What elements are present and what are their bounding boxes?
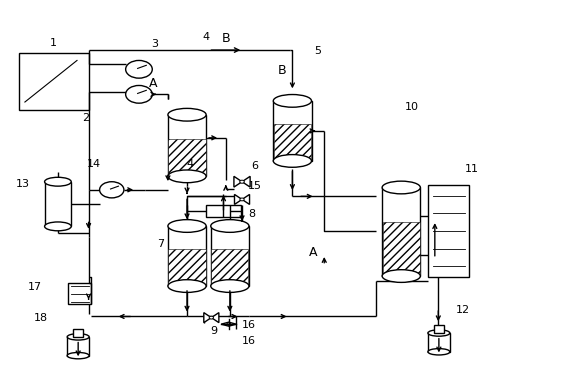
Bar [68,283,91,304]
Ellipse shape [67,334,89,340]
Text: 9: 9 [211,326,218,336]
Text: 11: 11 [465,164,479,174]
Text: 7: 7 [157,239,164,249]
Text: 16: 16 [242,336,256,346]
Text: A: A [309,246,317,259]
Ellipse shape [168,170,206,183]
Text: 4: 4 [202,32,209,42]
Ellipse shape [382,181,420,194]
Bar [168,226,206,286]
Polygon shape [204,313,211,323]
Circle shape [240,180,244,183]
Text: 13: 13 [16,179,30,189]
Bar [211,226,249,286]
Text: 1: 1 [50,38,57,48]
Circle shape [126,60,152,78]
Polygon shape [211,313,219,323]
Circle shape [100,182,124,198]
Text: 14: 14 [87,159,101,169]
Bar [206,205,241,217]
Text: 15: 15 [248,181,262,191]
Text: 8: 8 [248,209,255,219]
Text: 6: 6 [251,161,258,171]
Bar [74,329,83,337]
Ellipse shape [211,280,249,293]
Ellipse shape [168,109,206,121]
Polygon shape [242,194,250,204]
Bar [428,333,450,352]
Text: 17: 17 [28,282,42,292]
Bar [211,249,248,285]
Bar [274,124,311,160]
Ellipse shape [273,95,312,107]
Text: 3: 3 [152,39,159,49]
Circle shape [126,85,152,103]
Bar [67,337,89,356]
Circle shape [240,198,244,201]
Ellipse shape [428,330,450,336]
Polygon shape [242,176,250,187]
Ellipse shape [67,353,89,359]
Bar [168,115,206,176]
Text: 4: 4 [186,159,193,169]
Bar [383,222,420,275]
Polygon shape [234,176,242,187]
Text: B: B [278,64,287,77]
Ellipse shape [211,220,249,233]
Ellipse shape [382,270,420,283]
Text: 18: 18 [34,313,47,323]
Text: 2: 2 [82,113,89,123]
Ellipse shape [45,177,71,186]
Bar [428,185,469,277]
Polygon shape [234,194,242,204]
Text: A: A [149,77,157,90]
Ellipse shape [273,155,312,167]
Bar [45,182,71,226]
Ellipse shape [45,222,71,231]
Text: 12: 12 [456,305,470,315]
Ellipse shape [168,280,206,293]
Text: B: B [222,32,230,45]
Bar [168,139,206,176]
Ellipse shape [168,220,206,233]
Bar [434,325,444,333]
Bar [273,101,312,161]
Bar [168,249,206,285]
Polygon shape [221,322,236,326]
Circle shape [209,316,214,319]
Bar [382,187,420,276]
Text: 5: 5 [314,46,321,56]
Ellipse shape [428,349,450,355]
Text: 16: 16 [242,320,256,330]
Text: 10: 10 [405,102,419,112]
Bar [19,53,89,110]
Circle shape [227,323,230,325]
